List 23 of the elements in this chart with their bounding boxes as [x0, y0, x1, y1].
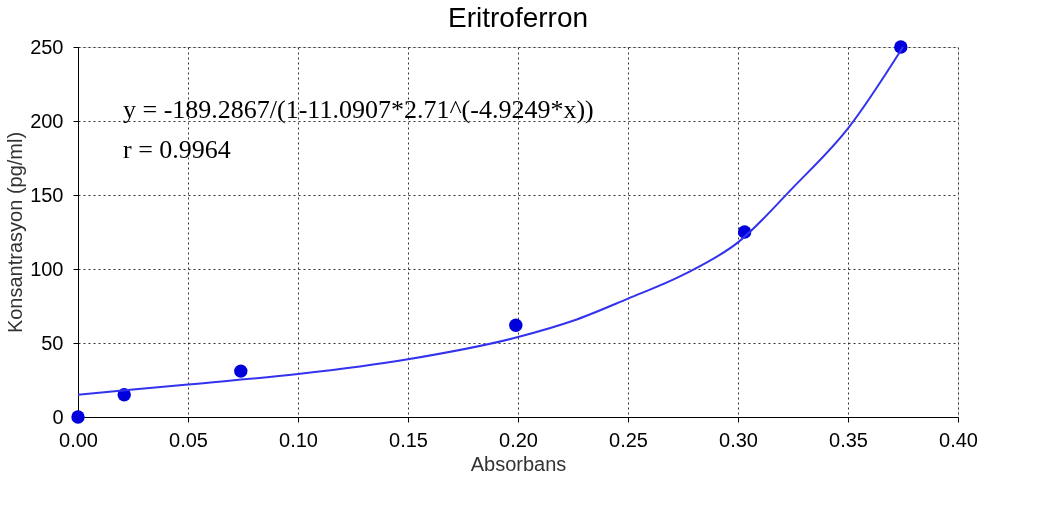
y-tick-label: 150	[30, 183, 64, 206]
chart-title: Eritroferron	[447, 2, 589, 33]
point	[234, 364, 248, 378]
y-tick-label: 0	[52, 405, 64, 428]
x-tick-label: 0.00	[59, 428, 98, 451]
x-tick-label: 0.25	[609, 428, 648, 451]
x-tick-label: 0.20	[499, 428, 538, 451]
y-tick-label: 50	[41, 331, 64, 354]
x-tick-label: 0.30	[719, 428, 758, 451]
y-tick-label: 250	[30, 35, 64, 58]
x-tick-label: 0.40	[939, 428, 978, 451]
x-tick-label: 0.15	[389, 428, 428, 451]
x-axis-title: Absorbans	[470, 452, 567, 475]
point	[509, 318, 523, 332]
y-tick-label: 200	[30, 109, 64, 132]
annotation: r = 0.9964	[123, 135, 231, 164]
point	[71, 410, 85, 424]
annotation: y = -189.2867/(1-11.0907*2.71^(-4.9249*x))	[123, 95, 594, 124]
y-axis-title: Konsantrasyon (pg/ml)	[4, 131, 27, 334]
x-tick-label: 0.35	[829, 428, 868, 451]
x-tick-label: 0.10	[279, 428, 318, 451]
x-tick-label: 0.05	[169, 428, 208, 451]
y-tick-label: 100	[30, 257, 64, 280]
